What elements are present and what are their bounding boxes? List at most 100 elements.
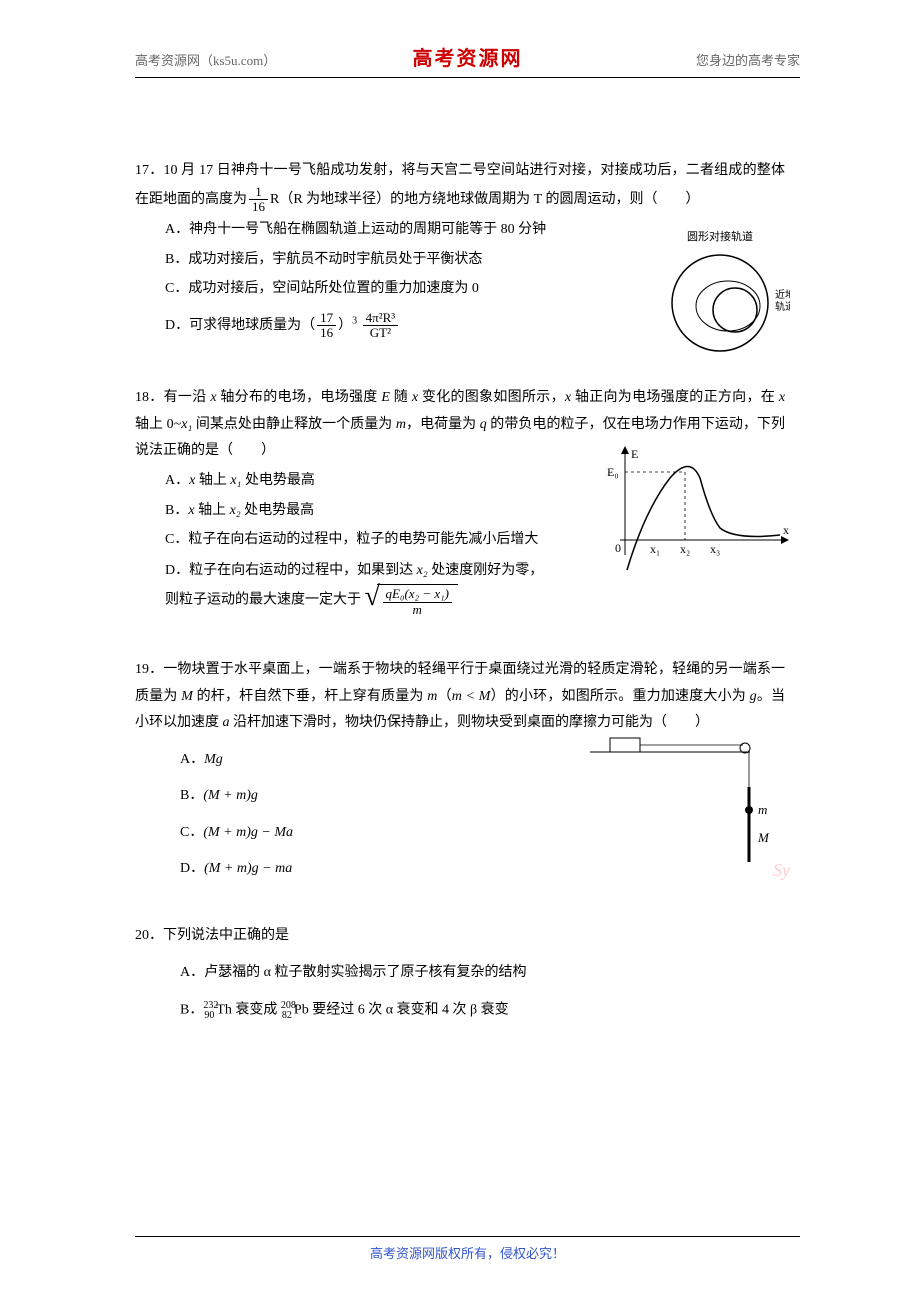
q19-figure-pulley: m M — [585, 732, 775, 892]
q17-text-b: R（R 为地球半径）的地方绕地球做周期为 T 的圆周运动，则（ ） — [270, 192, 699, 207]
q17-d-pre: D．可求得地球质量为（ — [165, 318, 315, 333]
q20b-i2b: 82 — [282, 1010, 292, 1021]
orbit-outer — [672, 255, 768, 351]
q19-stem: 19．一物块置于水平桌面上，一端系于物块的轻绳平行于桌面绕过光滑的轻质定滑轮，轻… — [135, 657, 785, 737]
q18-m: m — [396, 417, 406, 432]
q18-te: 轴正向为电场强度的正方向，在 — [571, 390, 779, 405]
q18-opt-a: A．x 轴上 x₁ 处电势最高 — [165, 468, 555, 495]
header-logo-text: 高考资源网 — [413, 48, 523, 70]
q18b-x2: x₂ — [230, 503, 241, 518]
q20b-i1: Th 衰变成 — [216, 1003, 281, 1018]
q17-frac-num: 1 — [249, 185, 268, 200]
q19a-f: Mg — [204, 752, 223, 767]
orbit-label-top: 圆形对接轨道 — [687, 229, 753, 243]
q19-mltM: m < M — [452, 689, 491, 704]
q20-number: 20． — [135, 928, 163, 943]
q17-d-frac1: 1716 — [317, 311, 336, 341]
header-center: 高考资源网 — [413, 42, 523, 71]
q17-d-f1d: 16 — [317, 326, 336, 340]
q17-stem: 17．10 月 17 日神舟十一号飞船成功发射，将与天宫二号空间站进行对接，对接… — [135, 158, 785, 214]
question-17: 17．10 月 17 日神舟十一号飞船成功发射，将与天宫二号空间站进行对接，对接… — [135, 158, 785, 345]
q20b-i1b: 90 — [204, 1010, 214, 1021]
y-label: E — [631, 447, 638, 461]
q18-tc: 随 — [390, 390, 412, 405]
orbit-earth — [713, 288, 757, 332]
q19d-label: D． — [180, 861, 204, 876]
q19b-label: B． — [180, 788, 203, 803]
q20b-pre: B． — [180, 1003, 203, 1018]
q19-a: a — [223, 715, 230, 730]
question-20: 20．下列说法中正确的是 A．卢瑟福的 α 粒子散射实验揭示了原子核有复杂的结构… — [135, 923, 785, 1025]
q17-d-f1n: 17 — [317, 311, 336, 326]
q18-options: A．x 轴上 x₁ 处电势最高 B．x 轴上 x₂ 处电势最高 C．粒子在向右运… — [135, 468, 555, 617]
fig-M-label: M — [757, 830, 770, 845]
q19-options: A．Mg B．(M + m)g C．(M + m)g − Ma D．(M + m… — [135, 747, 515, 883]
q18d-num: qE₀(x₂ − x₁) — [383, 587, 452, 602]
q20-stem: 20．下列说法中正确的是 — [135, 923, 785, 950]
q18a-post: 处电势最高 — [241, 473, 315, 488]
q19-opt-d: D．(M + m)g − ma — [180, 856, 515, 883]
x3-label: x₃ — [710, 542, 720, 556]
q17-figure-orbit: 圆形对接轨道 近地 轨道 — [650, 228, 790, 358]
x-arrow-icon — [781, 536, 789, 544]
orbit-label-side2: 轨道 — [775, 300, 790, 313]
q18-E: E — [381, 390, 390, 405]
question-18: 18．有一沿 x 轴分布的电场，电场强度 E 随 x 变化的图象如图所示，x 轴… — [135, 385, 785, 617]
q17-opt-c: C．成功对接后，空间站所处位置的重力加速度为 0 — [165, 276, 575, 303]
x2-label: x₂ — [680, 542, 690, 556]
q19-m: m — [427, 689, 437, 704]
q19-g: g — [750, 689, 757, 704]
x1-label: x₁ — [650, 542, 660, 556]
q18-tg: 间某点处由静止释放一个质量为 — [192, 417, 396, 432]
q17-opt-a: A．神舟十一号飞船在椭圆轨道上运动的周期可能等于 80 分钟 — [165, 217, 575, 244]
q18-opt-c: C．粒子在向右运动的过程中，粒子的电势可能先减小后增大 — [165, 527, 555, 554]
q17-number: 17． — [135, 163, 163, 178]
q19c-label: C． — [180, 825, 203, 840]
orbit-label-side1: 近地 — [775, 288, 790, 301]
header-left-text: 高考资源网（ks5u.com） — [135, 50, 276, 69]
q19-td: ）的小环，如图所示。重力加速度大小为 — [490, 689, 749, 704]
q19c-f: (M + m)g − Ma — [203, 825, 293, 840]
q18-q: q — [480, 417, 487, 432]
q18d-pre: D．粒子在向右运动的过程中，如果到达 — [165, 563, 417, 578]
q18b-pre: B． — [165, 503, 188, 518]
q19a-label: A． — [180, 752, 204, 767]
e0-label: E₀ — [607, 465, 619, 479]
q20-text: 下列说法中正确的是 — [163, 928, 289, 943]
q19-number: 19． — [135, 662, 163, 677]
footer-text: 高考资源网版权所有，侵权必究！ — [370, 1246, 565, 1261]
ring — [745, 806, 753, 814]
q17-frac: 116 — [249, 185, 268, 215]
q18b-post: 处电势最高 — [241, 503, 315, 518]
q18b-mid: 轴上 — [195, 503, 230, 518]
q18d-frac: qE₀(x₂ − x₁)m — [383, 587, 452, 617]
q18-x4: x — [779, 390, 785, 405]
q18-number: 18． — [135, 390, 164, 405]
q17-options: A．神舟十一号飞船在椭圆轨道上运动的周期可能等于 80 分钟 B．成功对接后，宇… — [135, 217, 575, 345]
q17-d-frac2: 4π²R³GT² — [363, 311, 399, 341]
fig-m-label: m — [758, 802, 767, 817]
q17-opt-d: D．可求得地球质量为（1716）3 4π²R³GT² — [165, 306, 575, 345]
question-19: 19．一物块置于水平桌面上，一端系于物块的轻绳平行于桌面绕过光滑的轻质定滑轮，轻… — [135, 657, 785, 883]
q18a-mid: 轴上 — [195, 473, 230, 488]
q17-d-f2n: 4π²R³ — [363, 311, 399, 326]
block — [610, 738, 640, 752]
q19-opt-b: B．(M + m)g — [180, 783, 515, 810]
q18d-den: m — [383, 603, 452, 617]
q18-th: ，电荷量为 — [406, 417, 480, 432]
q19d-f: (M + m)g − ma — [204, 861, 292, 876]
q18-tb: 轴分布的电场，电场强度 — [217, 390, 382, 405]
q18a-pre: A． — [165, 473, 189, 488]
origin-label: 0 — [615, 541, 621, 555]
q17-frac-den: 16 — [249, 200, 268, 214]
page-header: 高考资源网（ks5u.com） 高考资源网 您身边的高考专家 — [135, 0, 800, 78]
q18d-x2: x₂ — [417, 563, 428, 578]
q18-tf: 轴上 0~ — [135, 417, 181, 432]
q19b-f: (M + m)g — [203, 788, 258, 803]
x-axis-label: x — [783, 523, 789, 537]
q17-d-f2d: GT² — [363, 326, 399, 340]
q17-d-mid: ） — [338, 318, 352, 333]
sqrt-body: qE₀(x₂ − x₁)m — [377, 584, 458, 617]
q20-options: A．卢瑟福的 α 粒子散射实验揭示了原子核有复杂的结构 B．23290Th 衰变… — [135, 960, 785, 1025]
q17-d-sup: 3 — [352, 315, 357, 326]
